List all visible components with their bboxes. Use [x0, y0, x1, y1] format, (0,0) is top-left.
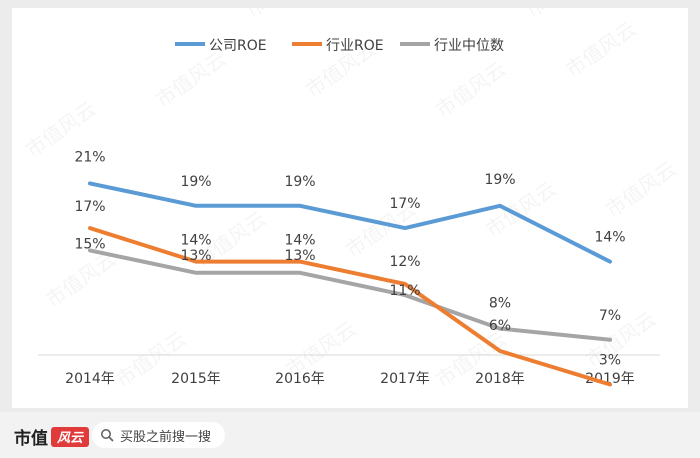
legend-label: 行业中位数: [434, 38, 504, 54]
series-line: [88, 181, 612, 264]
data-label: 19%: [180, 174, 211, 190]
data-label: 21%: [74, 149, 105, 165]
search-box[interactable]: 买股之前搜一搜: [92, 422, 226, 448]
data-label: 14%: [180, 233, 211, 249]
watermark-text: 市值风云: [41, 247, 120, 313]
data-label: 14%: [284, 233, 315, 249]
series-lines: [88, 181, 612, 387]
data-label: 7%: [599, 308, 621, 324]
data-label: 8%: [489, 296, 511, 312]
x-tick-labels: 2014年 2015年 2016年 2017年 2018年 2019年: [65, 371, 635, 387]
data-label: 19%: [484, 172, 515, 188]
watermark-text: 市值风云: [521, 8, 600, 22]
brand-mark: 风云: [51, 426, 89, 447]
x-tick-label: 2017年: [380, 371, 430, 387]
legend-label: 公司ROE: [209, 38, 267, 54]
watermark-text: 市值风云: [431, 57, 510, 123]
data-label: 19%: [284, 174, 315, 190]
x-tick-label: 2014年: [65, 371, 115, 387]
x-tick-label: 2015年: [171, 371, 221, 387]
series-line: [88, 248, 612, 342]
watermark-text: 市值风云: [241, 8, 320, 22]
series-line: [88, 226, 612, 387]
search-text: 买股之前搜一搜: [120, 429, 212, 445]
data-label: 6%: [489, 318, 511, 334]
data-label: 12%: [389, 254, 420, 270]
data-label: 14%: [594, 230, 625, 246]
chart-card: 市值风云 市值风云 市值风云 市值风云 市值风云 市值风云 市值风云 市值风云 市值风云 市值风云…: [12, 8, 688, 408]
data-labels: 21% 19% 19% 17% 19% 14% 17% 14% 14% 12% 6% 3% 15% 13%…: [74, 149, 625, 368]
data-label: 17%: [74, 199, 105, 215]
legend-label: 行业ROE: [326, 38, 384, 54]
brand-logo[interactable]: 市值 风云: [14, 424, 89, 449]
brand-text: 市值: [14, 429, 48, 449]
search-icon: [101, 429, 114, 442]
x-tick-label: 2016年: [275, 371, 325, 387]
data-label: 17%: [389, 196, 420, 212]
watermark-text: 市值风云: [561, 17, 640, 83]
watermark-text: 市值风云: [601, 157, 680, 223]
data-label: 13%: [284, 248, 315, 264]
footer-bar: 市值 风云 买股之前搜一搜: [0, 412, 700, 458]
data-label: 3%: [599, 352, 621, 368]
legend: 公司ROE 行业ROE 行业中位数: [175, 38, 504, 54]
x-tick-label: 2019年: [585, 371, 635, 387]
data-label: 15%: [74, 236, 105, 252]
x-tick-label: 2018年: [475, 371, 525, 387]
watermark-text: 市值风云: [151, 47, 230, 113]
data-label: 13%: [180, 248, 211, 264]
data-label: 11%: [389, 283, 420, 299]
